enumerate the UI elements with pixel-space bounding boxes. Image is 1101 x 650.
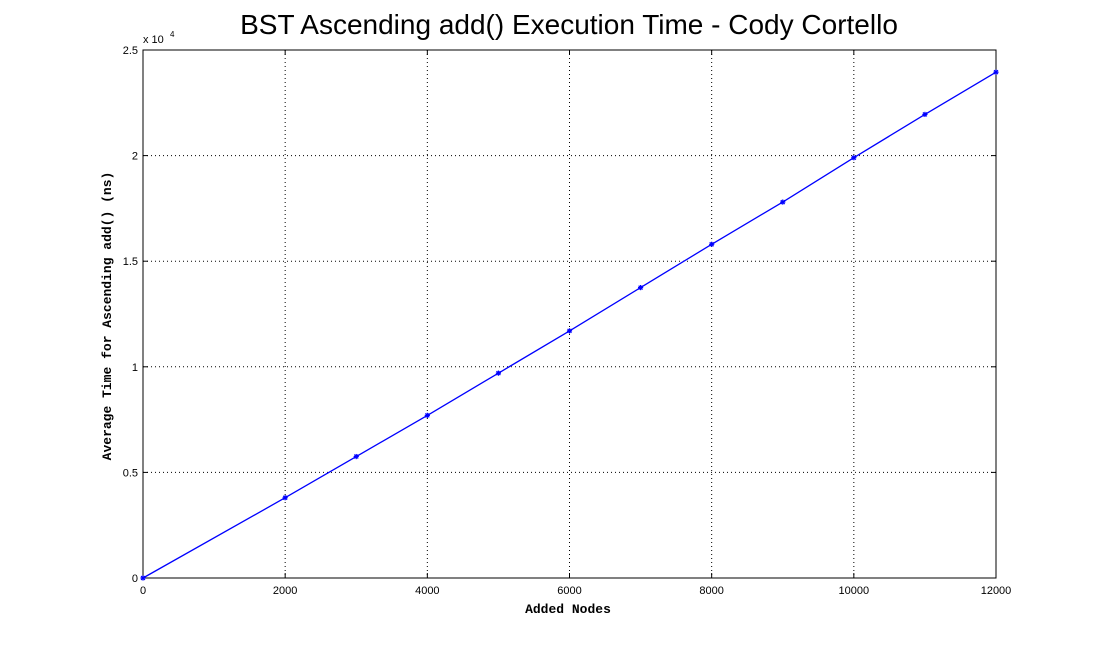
y-exponent-prefix: x 10 (143, 34, 164, 46)
data-point (993, 69, 999, 75)
data-point (566, 328, 573, 334)
data-point (709, 241, 715, 247)
y-tick-label: 1.5 (123, 256, 138, 268)
x-axis: 0 2000 4000 6000 8000 10000 12000 (140, 50, 1011, 597)
data-point (140, 575, 146, 581)
y-axis-label: Average Time for Ascending add() (ns) (100, 172, 115, 461)
series-line (142, 71, 997, 579)
chart-title: BST Ascending add() Execution Time - Cod… (240, 9, 898, 40)
y-tick-label: 0.5 (123, 467, 138, 479)
y-exponent: x 10 4 (143, 30, 175, 46)
y-axis: 0 0.5 1 1.5 2 2.5 (123, 45, 996, 585)
data-point (424, 412, 430, 418)
x-tick-label: 0 (140, 585, 146, 597)
data-point (851, 155, 857, 161)
x-axis-label: Added Nodes (525, 602, 611, 617)
y-tick-label: 2 (132, 151, 138, 163)
x-tick-label: 10000 (839, 585, 870, 597)
data-point (780, 199, 786, 205)
data-point (282, 495, 288, 501)
x-tick-label: 6000 (557, 585, 581, 597)
y-tick-label: 2.5 (123, 45, 138, 57)
x-tick-label: 4000 (415, 585, 439, 597)
y-tick-label: 0 (132, 573, 138, 585)
y-exponent-power: 4 (170, 30, 175, 39)
data-point (922, 111, 928, 118)
data-point (637, 285, 644, 291)
x-tick-label: 12000 (981, 585, 1012, 597)
data-point (353, 453, 359, 460)
series-group (140, 69, 999, 581)
y-tick-label: 1 (132, 362, 138, 374)
x-tick-label: 2000 (273, 585, 297, 597)
data-point (495, 370, 502, 376)
grid (143, 50, 996, 578)
x-tick-label: 8000 (699, 585, 723, 597)
